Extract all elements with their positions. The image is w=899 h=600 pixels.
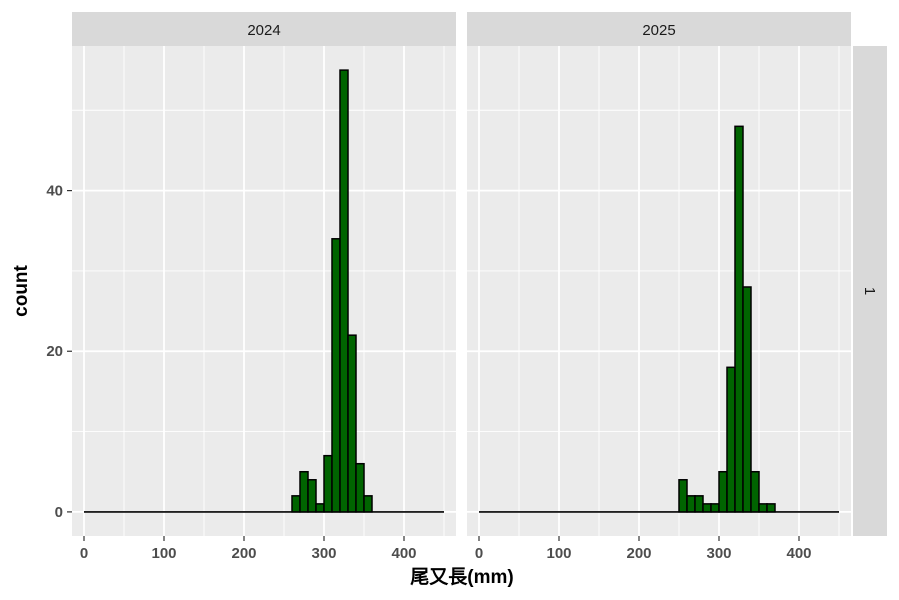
x-tick-label: 0 xyxy=(475,545,483,562)
facet-panel-2025: 2025 0 100 200 300 400 xyxy=(467,12,851,562)
histogram-bar xyxy=(299,470,309,513)
histogram-bar xyxy=(726,366,736,513)
x-tick-label: 100 xyxy=(546,545,571,562)
panel-background xyxy=(72,46,456,536)
facet-panel-2024: 2024 0 100 200 300 400 xyxy=(72,12,456,562)
x-tick-label: 300 xyxy=(706,545,731,562)
histogram-bar xyxy=(323,454,333,513)
histogram-bar xyxy=(742,286,752,513)
x-tick-label: 200 xyxy=(626,545,651,562)
y-axis-title: count xyxy=(11,264,32,316)
panel-background xyxy=(467,46,851,536)
facet-strip xyxy=(72,12,456,46)
panel-bars xyxy=(84,69,444,513)
histogram-bar xyxy=(331,238,341,513)
row-strip xyxy=(853,46,887,536)
x-tick-label: 300 xyxy=(311,545,336,562)
panel-bars xyxy=(479,125,839,513)
histogram-bar xyxy=(339,69,349,513)
panel-gridlines xyxy=(72,46,456,536)
histogram-bar xyxy=(686,495,696,513)
histogram-bar xyxy=(734,125,744,513)
histogram-bar xyxy=(766,503,776,513)
histogram-bar xyxy=(750,470,760,513)
histogram-bar xyxy=(315,503,325,513)
row-strip-label: 1 xyxy=(861,287,878,295)
histogram-bar xyxy=(291,495,301,513)
histogram-bar xyxy=(710,503,720,513)
x-axis-title: 尾又長(mm) xyxy=(410,566,513,588)
facet-strip-label: 2025 xyxy=(642,22,675,39)
x-tick-label: 400 xyxy=(786,545,811,562)
y-tick-label: 0 xyxy=(55,504,63,521)
histogram-bar xyxy=(702,503,712,513)
y-tick-label: 40 xyxy=(46,183,63,200)
x-tick-label: 200 xyxy=(231,545,256,562)
x-tick-label: 0 xyxy=(80,545,88,562)
histogram-bar xyxy=(355,462,365,513)
histogram-bar xyxy=(307,479,317,513)
histogram-bar xyxy=(758,503,768,513)
x-axis-ticks: 0 100 200 300 400 xyxy=(80,536,417,562)
x-tick-label: 400 xyxy=(391,545,416,562)
facet-strip-label: 2024 xyxy=(247,22,280,39)
x-tick-label: 100 xyxy=(151,545,176,562)
facet-strip xyxy=(467,12,851,46)
histogram-bar xyxy=(694,495,704,513)
histogram-bar xyxy=(678,479,688,513)
y-axis-ticks: 0 20 40 xyxy=(46,183,72,521)
histogram-bar xyxy=(718,470,728,513)
y-tick-label: 20 xyxy=(46,343,63,360)
x-axis-ticks: 0 100 200 300 400 xyxy=(475,536,812,562)
histogram-bar xyxy=(347,334,357,513)
histogram-bar xyxy=(363,495,373,513)
